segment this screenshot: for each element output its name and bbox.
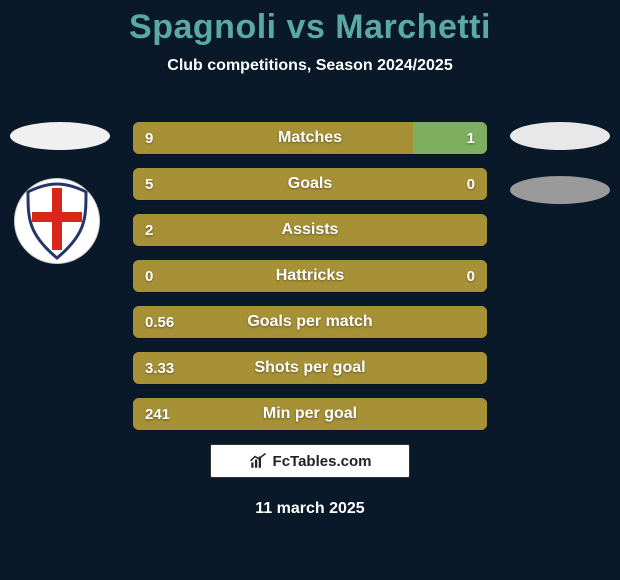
left-player-ellipse [10, 122, 110, 150]
bar-right-fill [413, 122, 487, 154]
bar-left-fill [133, 168, 487, 200]
stat-bar: Hattricks00 [133, 260, 487, 292]
brand-text: FcTables.com [273, 453, 372, 470]
fctables-logo: FcTables.com [210, 444, 410, 478]
bar-left-fill [133, 260, 487, 292]
bar-left-value: 0 [145, 260, 153, 292]
chart-icon [249, 452, 267, 470]
bar-left-fill [133, 214, 487, 246]
bar-left-fill [133, 398, 487, 430]
date-label: 11 march 2025 [0, 500, 620, 518]
stat-bar: Goals per match0.56 [133, 306, 487, 338]
bar-left-fill [133, 352, 487, 384]
bar-right-value: 0 [467, 168, 475, 200]
stat-bar: Shots per goal3.33 [133, 352, 487, 384]
club-badge-icon [14, 178, 100, 264]
bar-left-value: 3.33 [145, 352, 174, 384]
subtitle: Club competitions, Season 2024/2025 [0, 57, 620, 75]
stat-bar: Goals50 [133, 168, 487, 200]
bar-left-value: 9 [145, 122, 153, 154]
bar-right-value: 1 [467, 122, 475, 154]
bar-left-fill [133, 122, 413, 154]
bar-left-value: 5 [145, 168, 153, 200]
stat-bar: Assists2 [133, 214, 487, 246]
stat-bar: Min per goal241 [133, 398, 487, 430]
bar-right-value: 0 [467, 260, 475, 292]
stat-bar: Matches91 [133, 122, 487, 154]
right-secondary-ellipse [510, 176, 610, 204]
bar-left-fill [133, 306, 487, 338]
comparison-bars: Matches91Goals50Assists2Hattricks00Goals… [133, 122, 487, 444]
bar-left-value: 241 [145, 398, 170, 430]
bar-left-value: 0.56 [145, 306, 174, 338]
page-title: Spagnoli vs Marchetti [0, 0, 620, 47]
bar-left-value: 2 [145, 214, 153, 246]
right-player-ellipse [510, 122, 610, 150]
